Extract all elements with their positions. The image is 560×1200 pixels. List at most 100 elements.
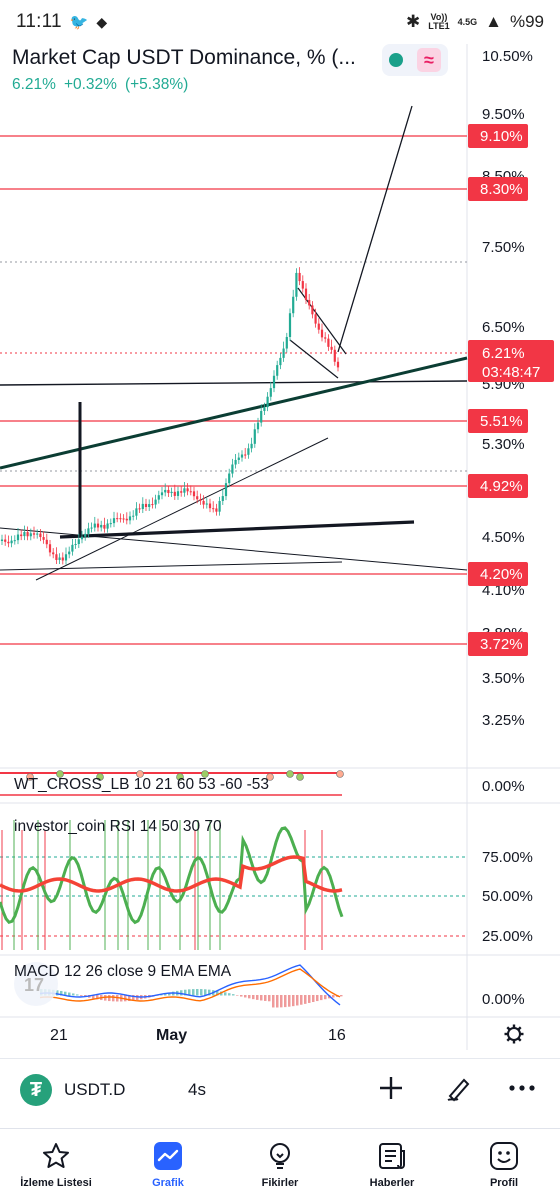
candle-body bbox=[266, 396, 269, 408]
market-status-icon[interactable] bbox=[389, 53, 403, 67]
macd-histogram-bar bbox=[264, 995, 267, 1001]
candle-body bbox=[224, 483, 228, 497]
macd-histogram-bar bbox=[92, 995, 95, 999]
time-axis-label: May bbox=[156, 1027, 187, 1044]
pen-icon bbox=[447, 1078, 470, 1101]
candle-body bbox=[87, 528, 90, 534]
price-tick-label: 10.50% bbox=[482, 48, 533, 65]
candle-body bbox=[116, 518, 119, 520]
interval-selector[interactable]: 4s bbox=[188, 1079, 206, 1099]
candle-body bbox=[173, 491, 176, 496]
candle-body bbox=[196, 496, 199, 500]
macd-histogram-bar bbox=[232, 994, 235, 996]
macd-histogram-bar bbox=[108, 995, 111, 1002]
candle-body bbox=[0, 539, 4, 541]
macd-histogram-bar bbox=[68, 992, 71, 996]
candle-body bbox=[170, 491, 173, 494]
candle-body bbox=[180, 491, 183, 493]
candle-body bbox=[327, 338, 330, 347]
nav-ideas-label: Fikirler bbox=[261, 1177, 299, 1189]
nav-chart[interactable]: Grafik bbox=[112, 1129, 224, 1200]
drawing-tool-icon[interactable] bbox=[444, 1074, 472, 1106]
wt-axis-label: 0.00% bbox=[482, 778, 525, 795]
price-tick-label: 3.25% bbox=[482, 712, 525, 729]
macd-histogram-bar bbox=[324, 995, 327, 1000]
nav-watchlist[interactable]: İzleme Listesi bbox=[0, 1129, 112, 1200]
candle-body bbox=[55, 554, 58, 560]
candle-body bbox=[77, 539, 80, 545]
wave-icon[interactable]: ≈ bbox=[417, 48, 441, 72]
nav-ideas[interactable]: Fikirler bbox=[224, 1129, 336, 1200]
candle-body bbox=[304, 288, 308, 300]
wt-cross-label[interactable]: WT_CROSS_LB 10 21 60 53 -60 -53 bbox=[14, 776, 270, 793]
chart-change: 6.21% +0.32% (+5.38%) bbox=[12, 76, 356, 94]
trend-line bbox=[0, 380, 468, 386]
trend-line bbox=[337, 105, 413, 353]
nav-profile[interactable]: Profil bbox=[448, 1129, 560, 1200]
price-chart[interactable]: 10.50%9.50%8.50%7.50%6.50%5.90%5.30%4.50… bbox=[0, 44, 560, 1050]
symbol-name[interactable]: USDT.D bbox=[64, 1079, 126, 1099]
chart-icon bbox=[153, 1141, 183, 1171]
trend-line bbox=[35, 437, 329, 581]
wt-cross-dot bbox=[296, 773, 304, 781]
candle-body bbox=[288, 313, 292, 337]
change-value: +0.32% bbox=[63, 76, 117, 93]
candle-body bbox=[52, 552, 55, 555]
macd-histogram-bar bbox=[200, 989, 203, 996]
candle-body bbox=[160, 492, 164, 496]
macd-histogram-bar bbox=[160, 994, 163, 996]
news-icon bbox=[377, 1141, 407, 1171]
candle-body bbox=[285, 336, 288, 349]
chart-title[interactable]: Market Cap USDT Dominance, % (... bbox=[12, 46, 356, 69]
rsi-axis-label: 75.00% bbox=[482, 849, 533, 866]
battery-level: %99 bbox=[509, 12, 544, 31]
trend-line bbox=[289, 339, 339, 379]
rsi-fast-line bbox=[0, 826, 344, 925]
candle-body bbox=[237, 457, 240, 460]
settings-gear-icon[interactable] bbox=[504, 1024, 524, 1044]
macd-histogram-bar bbox=[280, 995, 283, 1008]
price-tick-label: 4.10% bbox=[482, 582, 525, 599]
chart-area[interactable]: 10.50% 9.50% 8.50% 7.50% 6.50% 5.90% 5.30% 4.50… bbox=[0, 44, 560, 1050]
macd-histogram-bar bbox=[260, 995, 263, 1001]
tether-icon[interactable]: ₮ bbox=[20, 1073, 52, 1106]
nav-chart-label: Grafik bbox=[152, 1177, 184, 1189]
signal-icon: ▲ bbox=[485, 12, 502, 31]
rsi-label[interactable]: investor_coin RSI 14 50 30 70 bbox=[14, 818, 222, 835]
macd-histogram-bar bbox=[228, 993, 231, 996]
tradingview-logo bbox=[14, 962, 58, 1006]
more-icon[interactable] bbox=[508, 1075, 536, 1105]
macd-histogram-bar bbox=[276, 995, 279, 1008]
nav-news[interactable]: Haberler bbox=[336, 1129, 448, 1200]
macd-histogram-bar bbox=[252, 995, 255, 1000]
candle-body bbox=[16, 534, 20, 541]
macd-histogram-bar bbox=[268, 995, 271, 1002]
candle-body bbox=[26, 532, 29, 537]
level-price-box bbox=[468, 474, 528, 498]
wt-cross-dot bbox=[176, 773, 184, 781]
candle-body bbox=[295, 272, 298, 297]
macd-label[interactable]: MACD 12 26 close 9 EMA EMA bbox=[14, 963, 232, 980]
price-tick-label: 6.50% bbox=[482, 319, 525, 336]
candle-body bbox=[234, 459, 237, 465]
candle-body bbox=[151, 504, 154, 506]
candle-body bbox=[10, 540, 13, 544]
candle-body bbox=[36, 533, 39, 535]
gear-tooth bbox=[517, 1037, 522, 1042]
gear-tooth bbox=[517, 1026, 522, 1031]
plus-icon bbox=[380, 1076, 402, 1099]
macd-line bbox=[39, 964, 341, 1006]
candle-body bbox=[292, 296, 295, 314]
candle-body bbox=[212, 508, 215, 510]
candle-body bbox=[253, 429, 256, 444]
trend-line bbox=[0, 527, 468, 571]
status-bar: 11:11 🐦 ◆ ✱ Vo)) LTE1 4.5G ▲ %99 bbox=[0, 0, 560, 44]
add-icon[interactable] bbox=[378, 1075, 404, 1105]
candle-body bbox=[301, 281, 304, 289]
signal-label: 4.5G bbox=[457, 16, 478, 27]
candle-body bbox=[308, 299, 311, 306]
wt-cross-dot bbox=[26, 773, 34, 781]
macd-histogram-bar bbox=[272, 995, 275, 1008]
candle-body bbox=[96, 523, 100, 528]
macd-histogram-bar bbox=[224, 992, 227, 996]
